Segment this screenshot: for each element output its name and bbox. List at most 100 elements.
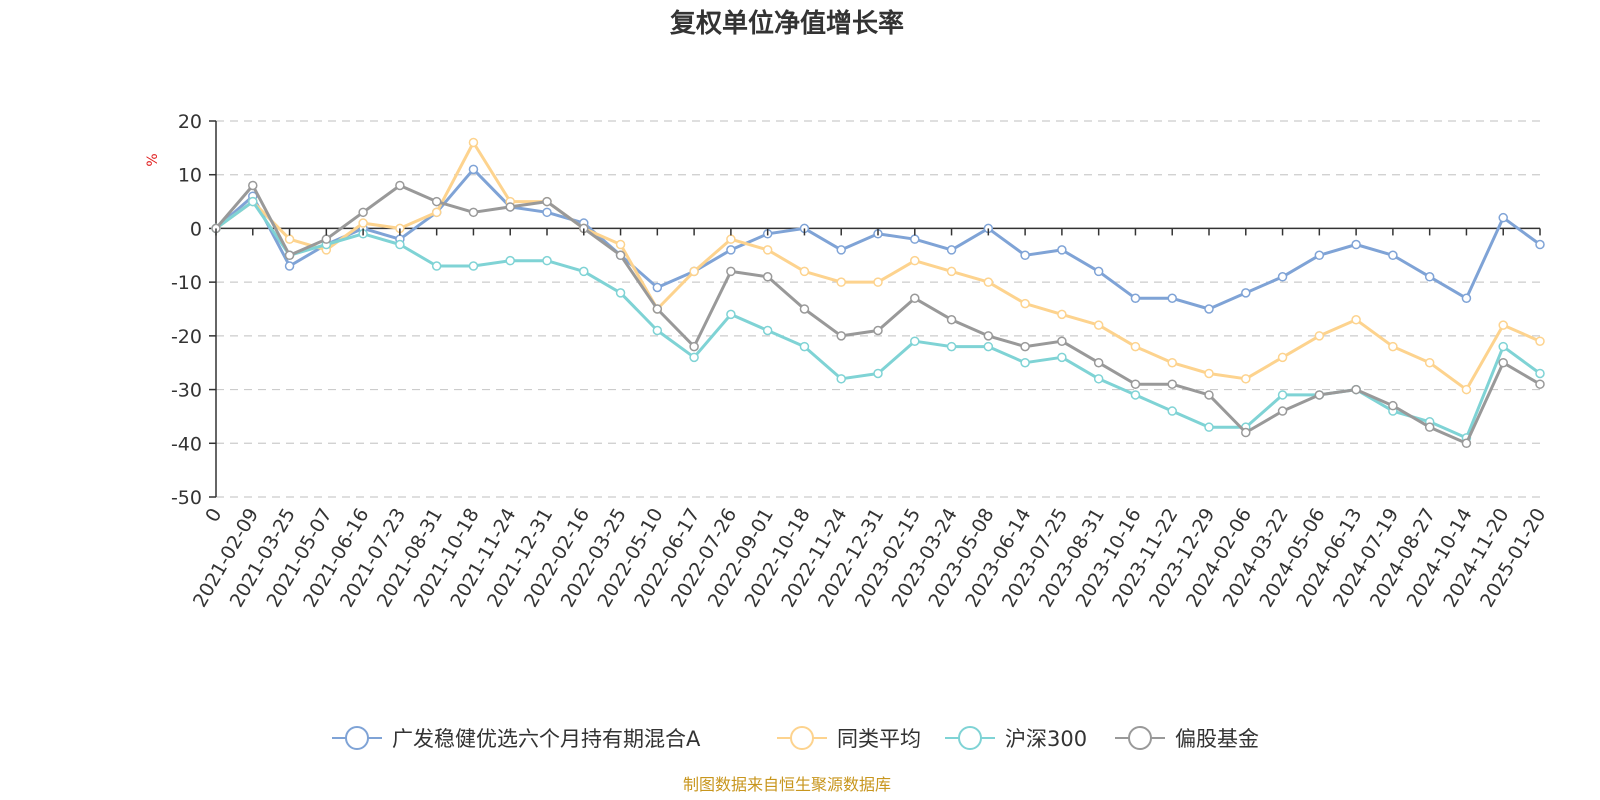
data-point [652,304,663,314]
data-point [1020,341,1030,352]
gridlines [209,120,1540,498]
data-point [1167,406,1177,416]
data-point [836,331,846,341]
y-tick-label: -10 [171,272,202,294]
data-point [431,196,442,207]
data-point [1167,293,1177,304]
data-point [799,304,810,314]
legend-item[interactable]: 偏股基金 [1115,726,1259,751]
data-point [689,341,699,352]
data-point [762,325,773,336]
data-point [1241,374,1251,384]
y-tick-label: 10 [178,165,202,187]
legend-label: 同类平均 [837,727,921,751]
legend-marker [958,726,982,750]
y-tick-label: -40 [171,433,202,455]
legend[interactable]: 广发稳健优选六个月持有期混合A 同类平均 沪深300 偏股基金 [332,726,1259,751]
data-point [395,239,405,250]
data-point [1535,336,1545,346]
data-point [1204,422,1214,432]
data-point [1241,427,1251,438]
data-point [799,266,810,277]
data-point [836,245,846,255]
data-point [505,255,515,266]
data-point [1020,357,1030,368]
data-point [689,352,699,363]
data-point [1388,400,1398,411]
legend-item[interactable]: 同类平均 [777,726,921,751]
data-point [1130,341,1141,352]
data-point [284,261,295,271]
data-point [983,331,994,341]
legend-item[interactable]: 沪深300 [945,726,1087,751]
y-axis-unit-label: % [145,153,161,166]
series-line [215,167,1541,311]
data-point [1388,341,1398,352]
data-point [1424,272,1435,282]
data-point [1130,293,1141,304]
x-tick-label: 0 [201,505,226,526]
y-tick-label: 20 [178,111,202,133]
data-point [946,341,957,352]
legend-marker [1128,726,1152,750]
data-point [1277,406,1288,416]
data-point [468,137,479,148]
y-tick-label: 0 [190,218,202,240]
data-point [726,309,736,320]
data-point [946,245,957,255]
data-point [1130,390,1141,400]
series-lines [211,137,1545,449]
data-point [983,341,994,352]
data-point [468,261,479,271]
data-point [1204,368,1214,379]
data-point [1424,357,1435,368]
data-point [1204,390,1214,400]
data-point [762,245,773,255]
data-point [468,164,479,175]
data-point [284,250,295,261]
data-point [946,314,957,325]
data-point [542,255,552,266]
data-point [1093,266,1104,277]
data-point [1314,390,1325,400]
data-point [358,207,368,218]
data-point [1498,341,1508,352]
data-point [910,336,920,346]
data-point [431,207,442,218]
data-point [321,234,332,244]
data-point [726,266,736,277]
data-point [1057,309,1067,320]
data-point [873,277,883,287]
data-point [1277,352,1288,363]
data-point [248,196,258,207]
data-point [542,196,552,207]
legend-marker [790,726,814,750]
legend-item[interactable]: 广发稳健优选六个月持有期混合A [332,726,701,751]
data-point [983,277,994,287]
data-point [1351,384,1361,395]
data-point [1020,298,1030,309]
data-point [1057,245,1067,255]
series-3 [211,180,1545,449]
legend-label: 广发稳健优选六个月持有期混合A [392,727,701,751]
data-point [395,180,405,191]
data-point [1461,438,1472,449]
data-point [1461,293,1472,304]
data-point [1167,379,1177,389]
axes [215,121,1540,497]
data-point [1498,357,1508,368]
data-point [615,250,626,261]
data-point [910,255,920,266]
data-point [873,325,883,336]
y-tick-label: -50 [171,487,202,509]
data-point [1535,379,1545,389]
series-line [214,184,1541,445]
y-tick-label: -30 [171,380,202,402]
data-point [1535,368,1545,379]
data-point [579,266,589,277]
data-point [248,180,258,191]
data-point [1314,331,1325,341]
data-point [431,261,442,271]
data-point [1057,352,1067,363]
